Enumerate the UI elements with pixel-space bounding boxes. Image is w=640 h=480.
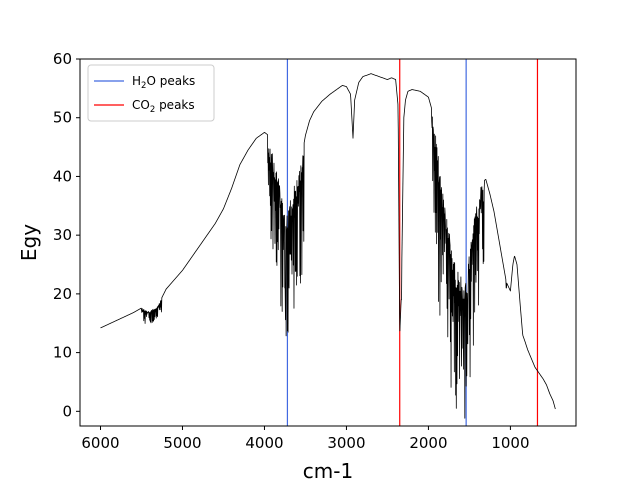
- x-tick-label: 6000: [81, 434, 119, 452]
- x-axis-ticks: 6000 5000 4000 3000 2000 1000: [81, 426, 530, 452]
- y-axis-ticks: 0 10 20 30 40 50 60: [53, 50, 80, 420]
- plot-area: [100, 59, 556, 426]
- x-tick-label: 5000: [163, 434, 201, 452]
- x-tick-label: 1000: [491, 434, 529, 452]
- y-axis-title: Egy: [17, 224, 41, 261]
- x-axis-title: cm-1: [303, 459, 353, 480]
- legend-box: [87, 64, 215, 122]
- y-tick-label: 20: [53, 285, 72, 303]
- legend-label: H2O peaks: [132, 74, 195, 91]
- legend-label: CO2 peaks: [132, 98, 195, 115]
- x-tick-label: 3000: [327, 434, 365, 452]
- x-tick-label: 2000: [409, 434, 447, 452]
- y-tick-label: 60: [53, 50, 72, 68]
- legend: H2O peaks CO2 peaks: [87, 64, 215, 122]
- y-tick-label: 10: [53, 344, 72, 362]
- y-tick-label: 40: [53, 167, 72, 185]
- x-tick-label: 4000: [245, 434, 283, 452]
- spectrum-line: [100, 73, 556, 419]
- y-tick-label: 50: [53, 109, 72, 127]
- y-tick-label: 0: [62, 402, 72, 420]
- axes-frame: [79, 58, 577, 427]
- y-tick-label: 30: [53, 226, 72, 244]
